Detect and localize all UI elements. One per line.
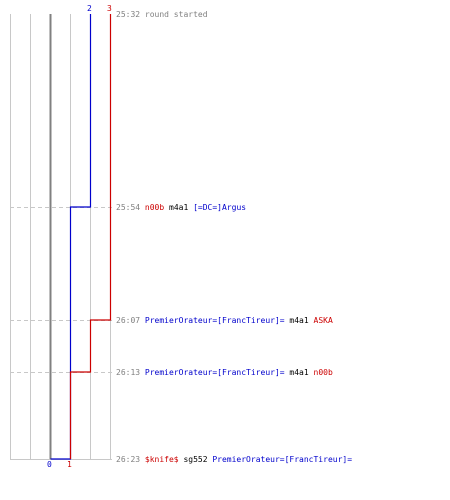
score-series-layer xyxy=(50,14,112,460)
event-text-part: m4a1 xyxy=(289,316,313,325)
event-time: 26:13 xyxy=(116,368,145,377)
event-text-part: ASKA xyxy=(314,316,333,325)
score-series-blue xyxy=(50,14,92,460)
event-row: 25:54 n00b m4a1 [=DC=]Argus xyxy=(116,203,246,212)
event-text-part: PremierOrateur=[FrancTireur]= xyxy=(145,316,290,325)
event-row: 26:13 PremierOrateur=[FrancTireur]= m4a1… xyxy=(116,368,333,377)
event-time: 25:54 xyxy=(116,203,145,212)
event-row: 26:07 PremierOrateur=[FrancTireur]= m4a1… xyxy=(116,316,333,325)
score-label: 3 xyxy=(107,4,112,13)
event-time: 26:07 xyxy=(116,316,145,325)
event-text-part: n00b xyxy=(145,203,169,212)
event-text-part: m4a1 xyxy=(289,368,313,377)
event-log: 25:32 round started 25:54 n00b m4a1 [=DC=… xyxy=(116,10,352,464)
event-row: 26:23 $knife$ sg552 PremierOrateur=[Fran… xyxy=(116,455,352,464)
event-text-part: PremierOrateur=[FrancTireur]= xyxy=(145,368,290,377)
event-text-part: [=DC=]Argus xyxy=(193,203,246,212)
event-text-part: PremierOrateur=[FrancTireur]= xyxy=(212,455,352,464)
score-label: 2 xyxy=(87,4,92,13)
event-text-part: sg552 xyxy=(183,455,212,464)
event-text-part: $knife$ xyxy=(145,455,184,464)
event-text-part: m4a1 xyxy=(169,203,193,212)
event-time: 25:32 xyxy=(116,10,145,19)
event-text-part: n00b xyxy=(314,368,333,377)
score-series-red xyxy=(69,14,112,459)
score-label: 1 xyxy=(67,460,72,469)
event-time: 26:23 xyxy=(116,455,145,464)
event-text-part: round started xyxy=(145,10,208,19)
score-labels-layer: 2 3 0 1 xyxy=(47,4,112,469)
event-row: 25:32 round started xyxy=(116,10,208,19)
grid-layer xyxy=(10,14,111,460)
event-guide-lines xyxy=(10,207,112,460)
score-label: 0 xyxy=(47,460,52,469)
